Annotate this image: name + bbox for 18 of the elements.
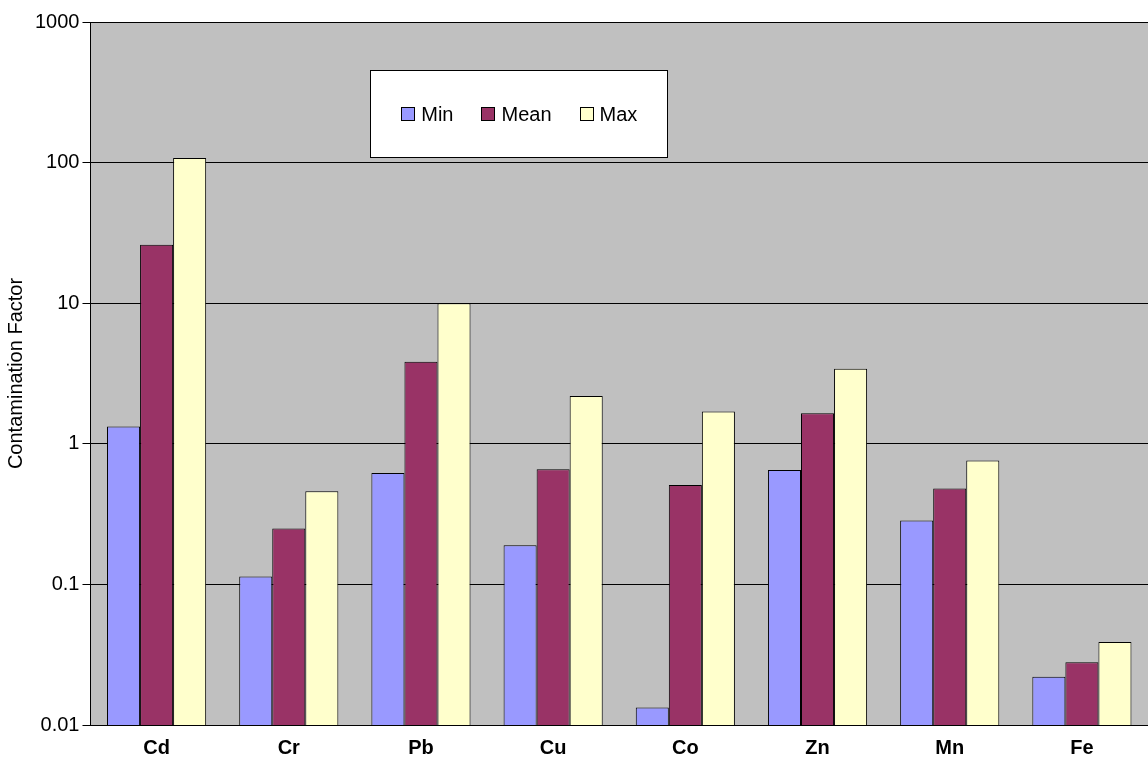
legend-label: Min: [421, 102, 454, 126]
x-tick-label: Fe: [1070, 735, 1094, 758]
y-tick-label: 0.1: [51, 571, 80, 594]
y-tick-label: 1: [68, 431, 80, 454]
x-tick-label: Pb: [408, 735, 434, 758]
legend-label: Max: [599, 102, 638, 126]
y-tick-label: 100: [46, 150, 80, 173]
y-tick-label: 0.01: [40, 712, 80, 735]
x-tick-label: Cr: [277, 735, 301, 758]
x-tick-label: Co: [672, 735, 699, 758]
y-tick-label: 10: [57, 290, 80, 313]
x-tick-label: Cd: [143, 735, 170, 758]
x-tick-label: Mn: [935, 735, 965, 758]
y-axis-title: Contamination Factor: [3, 277, 26, 470]
x-tick-label: Cu: [539, 735, 567, 758]
x-tick-label: Zn: [805, 735, 830, 758]
legend-label: Mean: [501, 102, 552, 126]
y-tick-label: 1000: [34, 9, 80, 32]
